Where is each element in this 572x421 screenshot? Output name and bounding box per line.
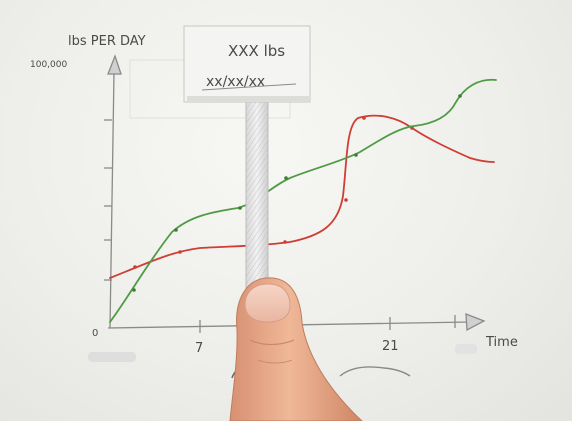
y-axis-max-label: 100,000	[30, 60, 67, 70]
y-axis	[104, 54, 122, 329]
pointing-finger	[229, 277, 363, 421]
green-series-markers	[132, 94, 462, 292]
paper-sign-prop: XXX lbs xx/xx/xx	[183, 25, 311, 296]
red-series-line	[109, 114, 495, 279]
y-axis-title: lbs PER DAY	[68, 34, 146, 49]
sign-line-1: XXX lbs	[228, 42, 285, 60]
x-axis-title: Time	[485, 335, 518, 350]
x-tick-label: 7	[195, 341, 203, 356]
x-tick-label: 21	[382, 339, 399, 354]
sign-card	[183, 25, 311, 103]
red-series-markers	[133, 116, 414, 269]
origin-label: 0	[92, 328, 98, 339]
green-series-line	[109, 78, 497, 323]
fingernail	[244, 283, 291, 323]
sign-line-2: xx/xx/xx	[206, 74, 265, 90]
